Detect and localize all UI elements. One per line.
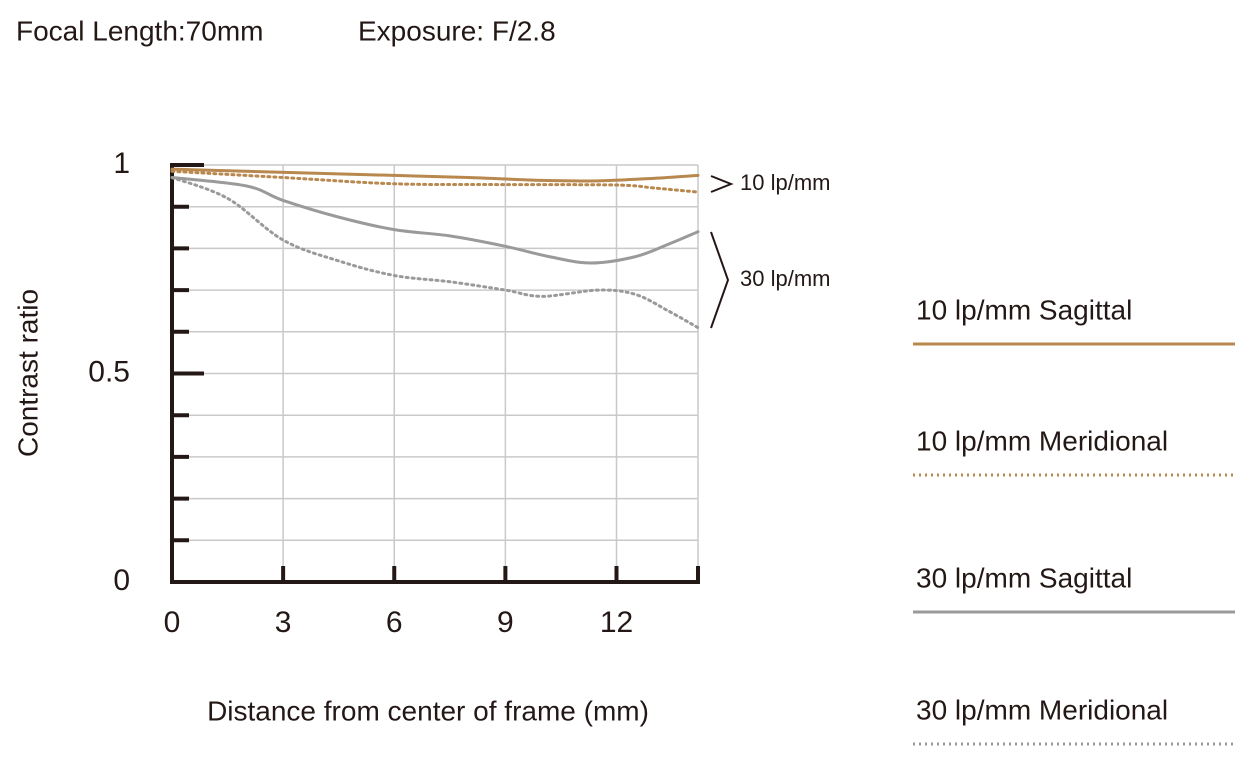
legend-label: 30 lp/mm Meridional	[916, 694, 1168, 725]
data-line	[170, 176, 700, 265]
bracket	[710, 231, 730, 329]
data-line	[170, 167, 700, 183]
chart-title: Focal Length:70mm	[16, 15, 263, 46]
bracket	[710, 175, 734, 193]
legend-label: 10 lp/mm Meridional	[916, 425, 1168, 456]
data-line	[170, 169, 700, 194]
x-tick-label: 9	[497, 606, 514, 639]
legend-label: 10 lp/mm Sagittal	[916, 294, 1132, 325]
x-tick-label: 3	[275, 606, 292, 639]
x-axis-label: Distance from center of frame (mm)	[207, 695, 649, 726]
data-line	[170, 176, 700, 330]
legend-label: 30 lp/mm Sagittal	[916, 562, 1132, 593]
y-axis-label: Contrast ratio	[12, 289, 43, 457]
y-tick-label: 0.5	[88, 355, 130, 388]
x-tick-label: 0	[164, 606, 181, 639]
y-tick-label: 0	[113, 564, 130, 597]
y-tick-label: 1	[113, 147, 130, 180]
annotation: 10 lp/mm	[740, 170, 830, 195]
chart-subtitle: Exposure: F/2.8	[358, 15, 556, 46]
x-tick-label: 6	[386, 606, 403, 639]
annotation: 30 lp/mm	[740, 266, 830, 291]
x-tick-label: 12	[600, 606, 633, 639]
